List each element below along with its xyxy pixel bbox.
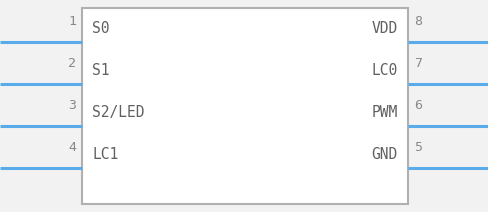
Text: 2: 2 [68, 57, 76, 70]
Text: 4: 4 [68, 141, 76, 154]
Text: LC1: LC1 [92, 147, 118, 162]
Bar [82, 8, 408, 204]
Text: S0: S0 [92, 21, 109, 36]
Text: 8: 8 [414, 15, 422, 28]
Text: S1: S1 [92, 63, 109, 78]
Text: 6: 6 [414, 99, 422, 112]
Text: 1: 1 [68, 15, 76, 28]
Text: PWM: PWM [372, 105, 398, 120]
Text: S2/LED: S2/LED [92, 105, 144, 120]
Text: LC0: LC0 [372, 63, 398, 78]
Text: 3: 3 [68, 99, 76, 112]
Text: 7: 7 [414, 57, 422, 70]
Text: GND: GND [372, 147, 398, 162]
Text: 5: 5 [414, 141, 422, 154]
Text: VDD: VDD [372, 21, 398, 36]
